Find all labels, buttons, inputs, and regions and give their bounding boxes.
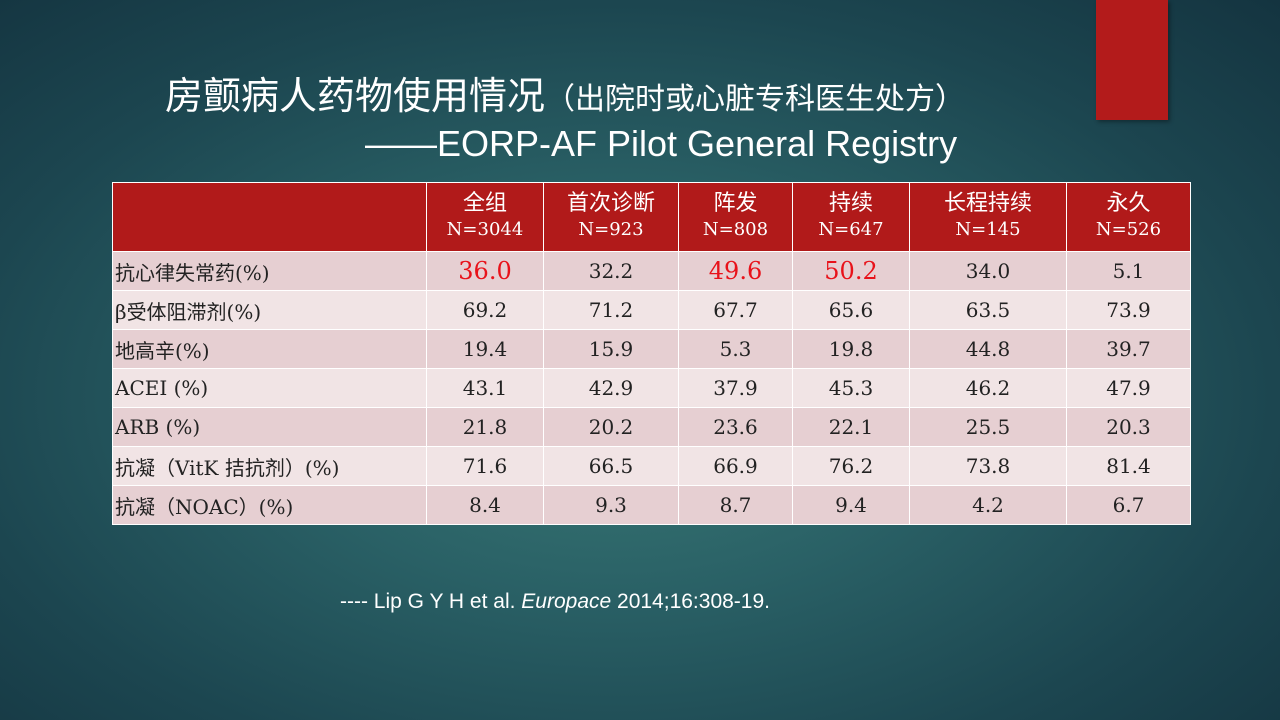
header-cell: 永久 N=526 bbox=[1066, 182, 1191, 252]
row-label: 抗心律失常药(%) bbox=[112, 251, 427, 291]
row-label: ACEI (%) bbox=[112, 368, 427, 408]
citation-prefix: ---- Lip G Y H et al. bbox=[340, 590, 522, 613]
table-cell: 19.8 bbox=[792, 329, 910, 369]
table-cell: 22.1 bbox=[792, 407, 910, 447]
table-cell: 25.5 bbox=[909, 407, 1067, 447]
table-cell: 23.6 bbox=[678, 407, 793, 447]
citation: ---- Lip G Y H et al. Europace 2014;16:3… bbox=[340, 590, 960, 614]
table-cell: 44.8 bbox=[909, 329, 1067, 369]
table-cell: 81.4 bbox=[1066, 446, 1191, 486]
row-label: ARB (%) bbox=[112, 407, 427, 447]
table-cell: 66.5 bbox=[543, 446, 679, 486]
table-cell: 9.4 bbox=[792, 485, 910, 525]
table-cell: 19.4 bbox=[426, 329, 544, 369]
header-cell: 持续 N=647 bbox=[792, 182, 910, 252]
table-row: 抗心律失常药(%) 36.0 32.2 49.6 50.2 34.0 5.1 bbox=[112, 251, 1191, 291]
table-cell: 5.3 bbox=[678, 329, 793, 369]
title-main: 房颤病人药物使用情况 bbox=[165, 74, 546, 118]
table-row: 抗凝（VitK 拮抗剂）(%) 71.6 66.5 66.9 76.2 73.8… bbox=[112, 446, 1191, 486]
table-cell: 8.4 bbox=[426, 485, 544, 525]
table-cell: 69.2 bbox=[426, 290, 544, 330]
table-cell: 20.2 bbox=[543, 407, 679, 447]
table-cell: 63.5 bbox=[909, 290, 1067, 330]
table-row: 抗凝（NOAC）(%) 8.4 9.3 8.7 9.4 4.2 6.7 bbox=[112, 485, 1191, 525]
header-cell: 阵发 N=808 bbox=[678, 182, 793, 252]
header-cell: 长程持续 N=145 bbox=[909, 182, 1067, 252]
header-cell: 全组 N=3044 bbox=[426, 182, 544, 252]
table-cell: 42.9 bbox=[543, 368, 679, 408]
table-cell: 45.3 bbox=[792, 368, 910, 408]
table-cell: 37.9 bbox=[678, 368, 793, 408]
table-cell: 73.9 bbox=[1066, 290, 1191, 330]
row-label: 抗凝（NOAC）(%) bbox=[112, 485, 427, 525]
table-cell: 49.6 bbox=[678, 251, 793, 291]
table-cell: 73.8 bbox=[909, 446, 1067, 486]
citation-journal: Europace bbox=[521, 590, 612, 613]
row-label: 地高辛(%) bbox=[112, 329, 427, 369]
title-parenthetical: （出院时或心脏专科医生处方） bbox=[545, 82, 966, 117]
table-cell: 76.2 bbox=[792, 446, 910, 486]
slide-subtitle: ——EORP-AF Pilot General Registry bbox=[365, 123, 958, 164]
table-cell: 32.2 bbox=[543, 251, 679, 291]
table-cell: 67.7 bbox=[678, 290, 793, 330]
table-cell: 9.3 bbox=[543, 485, 679, 525]
header-blank-cell bbox=[112, 182, 427, 252]
slide-title: 房颤病人药物使用情况（出院时或心脏专科医生处方） bbox=[165, 72, 1165, 124]
table-cell: 36.0 bbox=[426, 251, 544, 291]
table-row: 地高辛(%) 19.4 15.9 5.3 19.8 44.8 39.7 bbox=[112, 329, 1191, 369]
table-cell: 39.7 bbox=[1066, 329, 1191, 369]
table-cell: 46.2 bbox=[909, 368, 1067, 408]
red-accent-tab bbox=[1096, 0, 1168, 120]
table-cell: 4.2 bbox=[909, 485, 1067, 525]
table-cell: 66.9 bbox=[678, 446, 793, 486]
table-cell: 71.6 bbox=[426, 446, 544, 486]
row-label: β受体阻滞剂(%) bbox=[112, 290, 427, 330]
table-row: ARB (%) 21.8 20.2 23.6 22.1 25.5 20.3 bbox=[112, 407, 1191, 447]
table-header-row: 全组 N=3044 首次诊断 N=923 阵发 N=808 持续 N=647 长程持续 N… bbox=[112, 182, 1191, 252]
table-cell: 20.3 bbox=[1066, 407, 1191, 447]
table-cell: 50.2 bbox=[792, 251, 910, 291]
table-cell: 6.7 bbox=[1066, 485, 1191, 525]
table-cell: 21.8 bbox=[426, 407, 544, 447]
table-cell: 43.1 bbox=[426, 368, 544, 408]
table-cell: 34.0 bbox=[909, 251, 1067, 291]
citation-rest: 2014;16:308-19. bbox=[611, 590, 770, 613]
table-row: β受体阻滞剂(%) 69.2 71.2 67.7 65.6 63.5 73.9 bbox=[112, 290, 1191, 330]
table-cell: 47.9 bbox=[1066, 368, 1191, 408]
table-cell: 15.9 bbox=[543, 329, 679, 369]
table-cell: 71.2 bbox=[543, 290, 679, 330]
table-row: ACEI (%) 43.1 42.9 37.9 45.3 46.2 47.9 bbox=[112, 368, 1191, 408]
table-cell: 5.1 bbox=[1066, 251, 1191, 291]
table-cell: 65.6 bbox=[792, 290, 910, 330]
header-cell: 首次诊断 N=923 bbox=[543, 182, 679, 252]
medication-table: 全组 N=3044 首次诊断 N=923 阵发 N=808 持续 N=647 长程持续 N… bbox=[112, 182, 1191, 525]
row-label: 抗凝（VitK 拮抗剂）(%) bbox=[112, 446, 427, 486]
table-cell: 8.7 bbox=[678, 485, 793, 525]
